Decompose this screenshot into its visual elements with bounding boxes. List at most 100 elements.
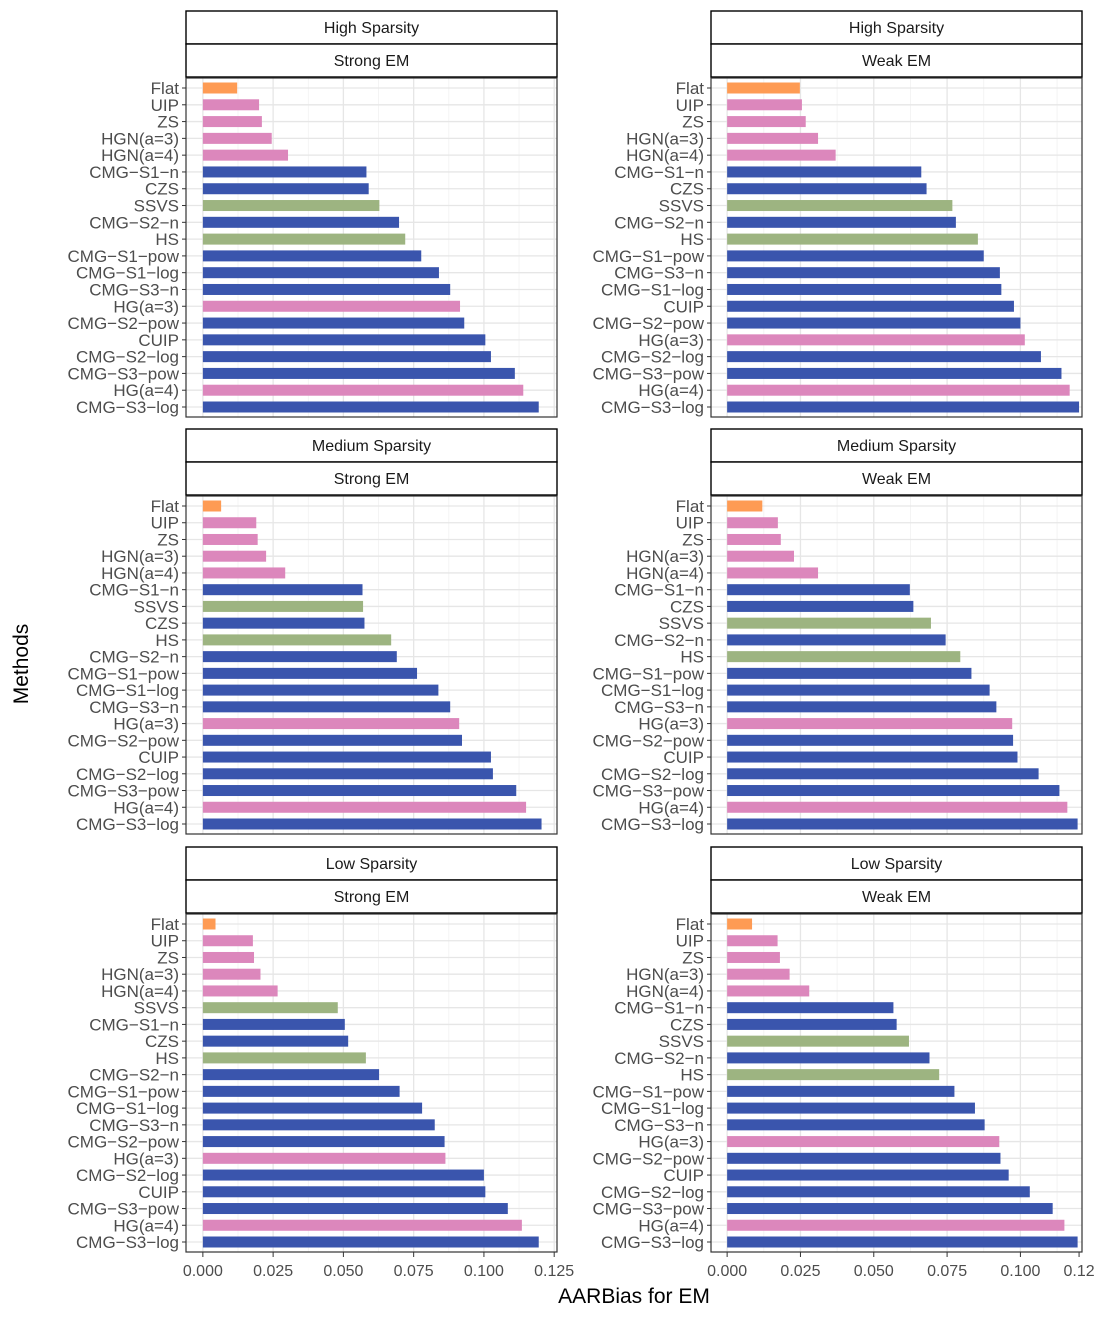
bar	[203, 534, 258, 545]
bar	[203, 952, 254, 963]
bar	[727, 217, 956, 228]
bar	[203, 116, 262, 127]
panel-2: High SparsityWeak EMFlatUIPZSHGN(a=3)HGN…	[593, 11, 1083, 417]
bar	[203, 1002, 338, 1013]
bar	[203, 1170, 484, 1181]
bar	[203, 601, 363, 612]
strip-col-label: Weak EM	[862, 471, 931, 488]
strip-row-label: Low Sparsity	[851, 856, 943, 873]
faceted-bar-chart: High SparsityStrong EMFlatUIPZSHGN(a=3)H…	[0, 0, 1094, 1319]
bar	[727, 150, 836, 161]
bar	[727, 768, 1038, 779]
bar	[727, 1220, 1064, 1231]
bar	[727, 601, 913, 612]
bar	[727, 668, 971, 679]
bar	[203, 651, 397, 662]
bar	[727, 1069, 939, 1080]
bar	[727, 1036, 909, 1047]
strip-row-label: High Sparsity	[324, 20, 419, 37]
x-tick-label: 0.000	[707, 1263, 747, 1280]
x-tick-label: 0.100	[1000, 1263, 1040, 1280]
x-tick-label: 0.025	[253, 1263, 293, 1280]
bar	[727, 1019, 897, 1030]
strip-col-label: Weak EM	[862, 889, 931, 906]
bar	[203, 701, 450, 712]
x-tick-label: 0.000	[183, 1263, 223, 1280]
panel-frame	[711, 496, 1082, 834]
bar	[727, 385, 1070, 396]
strip-col-label: Weak EM	[862, 53, 931, 70]
bar	[727, 567, 818, 578]
panel-5: Low SparsityStrong EMFlatUIPZSHGN(a=3)HG…	[68, 847, 558, 1252]
bar	[203, 785, 516, 796]
bar	[727, 985, 809, 996]
bar	[727, 819, 1077, 830]
bar	[203, 668, 417, 679]
bar	[203, 1069, 379, 1080]
panel-frame	[711, 78, 1082, 417]
bar	[203, 1186, 485, 1197]
bar	[203, 819, 542, 830]
bar	[203, 150, 288, 161]
x-tick-label: 0.125	[534, 1263, 574, 1280]
bar	[203, 718, 459, 729]
bar	[203, 351, 491, 362]
strip-col-label: Strong EM	[334, 889, 410, 906]
bar	[203, 385, 523, 396]
strip-col-label: Strong EM	[334, 53, 410, 70]
bar	[727, 301, 1014, 312]
bar	[727, 534, 781, 545]
x-tick-label: 0.075	[394, 1263, 434, 1280]
bar	[727, 701, 996, 712]
bar	[727, 183, 926, 194]
bar	[727, 935, 777, 946]
bar	[203, 334, 485, 345]
strip-row-label: Low Sparsity	[326, 856, 418, 873]
bar	[203, 284, 450, 295]
x-tick-label: 0.025	[780, 1263, 820, 1280]
x-tick-label: 0.075	[927, 1263, 967, 1280]
bar	[727, 618, 931, 629]
bar	[203, 685, 439, 696]
bar	[203, 1237, 539, 1248]
bar	[203, 301, 460, 312]
bar	[727, 969, 789, 980]
x-tick-label: 0.050	[854, 1263, 894, 1280]
bar	[727, 200, 952, 211]
bar	[203, 1086, 400, 1097]
bar	[727, 802, 1067, 813]
bar	[203, 217, 399, 228]
strip-row-label: Medium Sparsity	[837, 438, 956, 455]
bar	[203, 517, 256, 528]
y-tick-label: CMG−S3−log	[76, 815, 179, 834]
bar	[727, 517, 778, 528]
x-tick-label: 0.12	[1063, 1263, 1094, 1280]
bar	[203, 551, 266, 562]
bar	[203, 768, 493, 779]
bar	[727, 368, 1061, 379]
bar	[203, 969, 261, 980]
bar	[727, 402, 1079, 413]
bar	[727, 718, 1012, 729]
bar	[203, 1136, 445, 1147]
bar	[203, 250, 421, 261]
bar	[727, 267, 1000, 278]
x-axes: 0.000 0.025 0.050 0.075 0.100 0.125 0.000 0.025…	[183, 1252, 1094, 1280]
bar	[727, 952, 780, 963]
bar	[203, 200, 380, 211]
bar	[727, 551, 794, 562]
strip-col-label: Strong EM	[334, 471, 410, 488]
bar	[203, 567, 285, 578]
y-tick-label: CMG−S3−log	[601, 398, 704, 417]
panel-frame	[186, 496, 557, 834]
bar	[203, 234, 405, 245]
y-tick-label: CMG−S3−log	[76, 1233, 179, 1252]
bar	[727, 250, 984, 261]
bar	[727, 752, 1017, 763]
bar	[727, 1002, 893, 1013]
bar	[727, 1203, 1053, 1214]
x-tick-label: 0.050	[323, 1263, 363, 1280]
bar	[203, 83, 237, 94]
